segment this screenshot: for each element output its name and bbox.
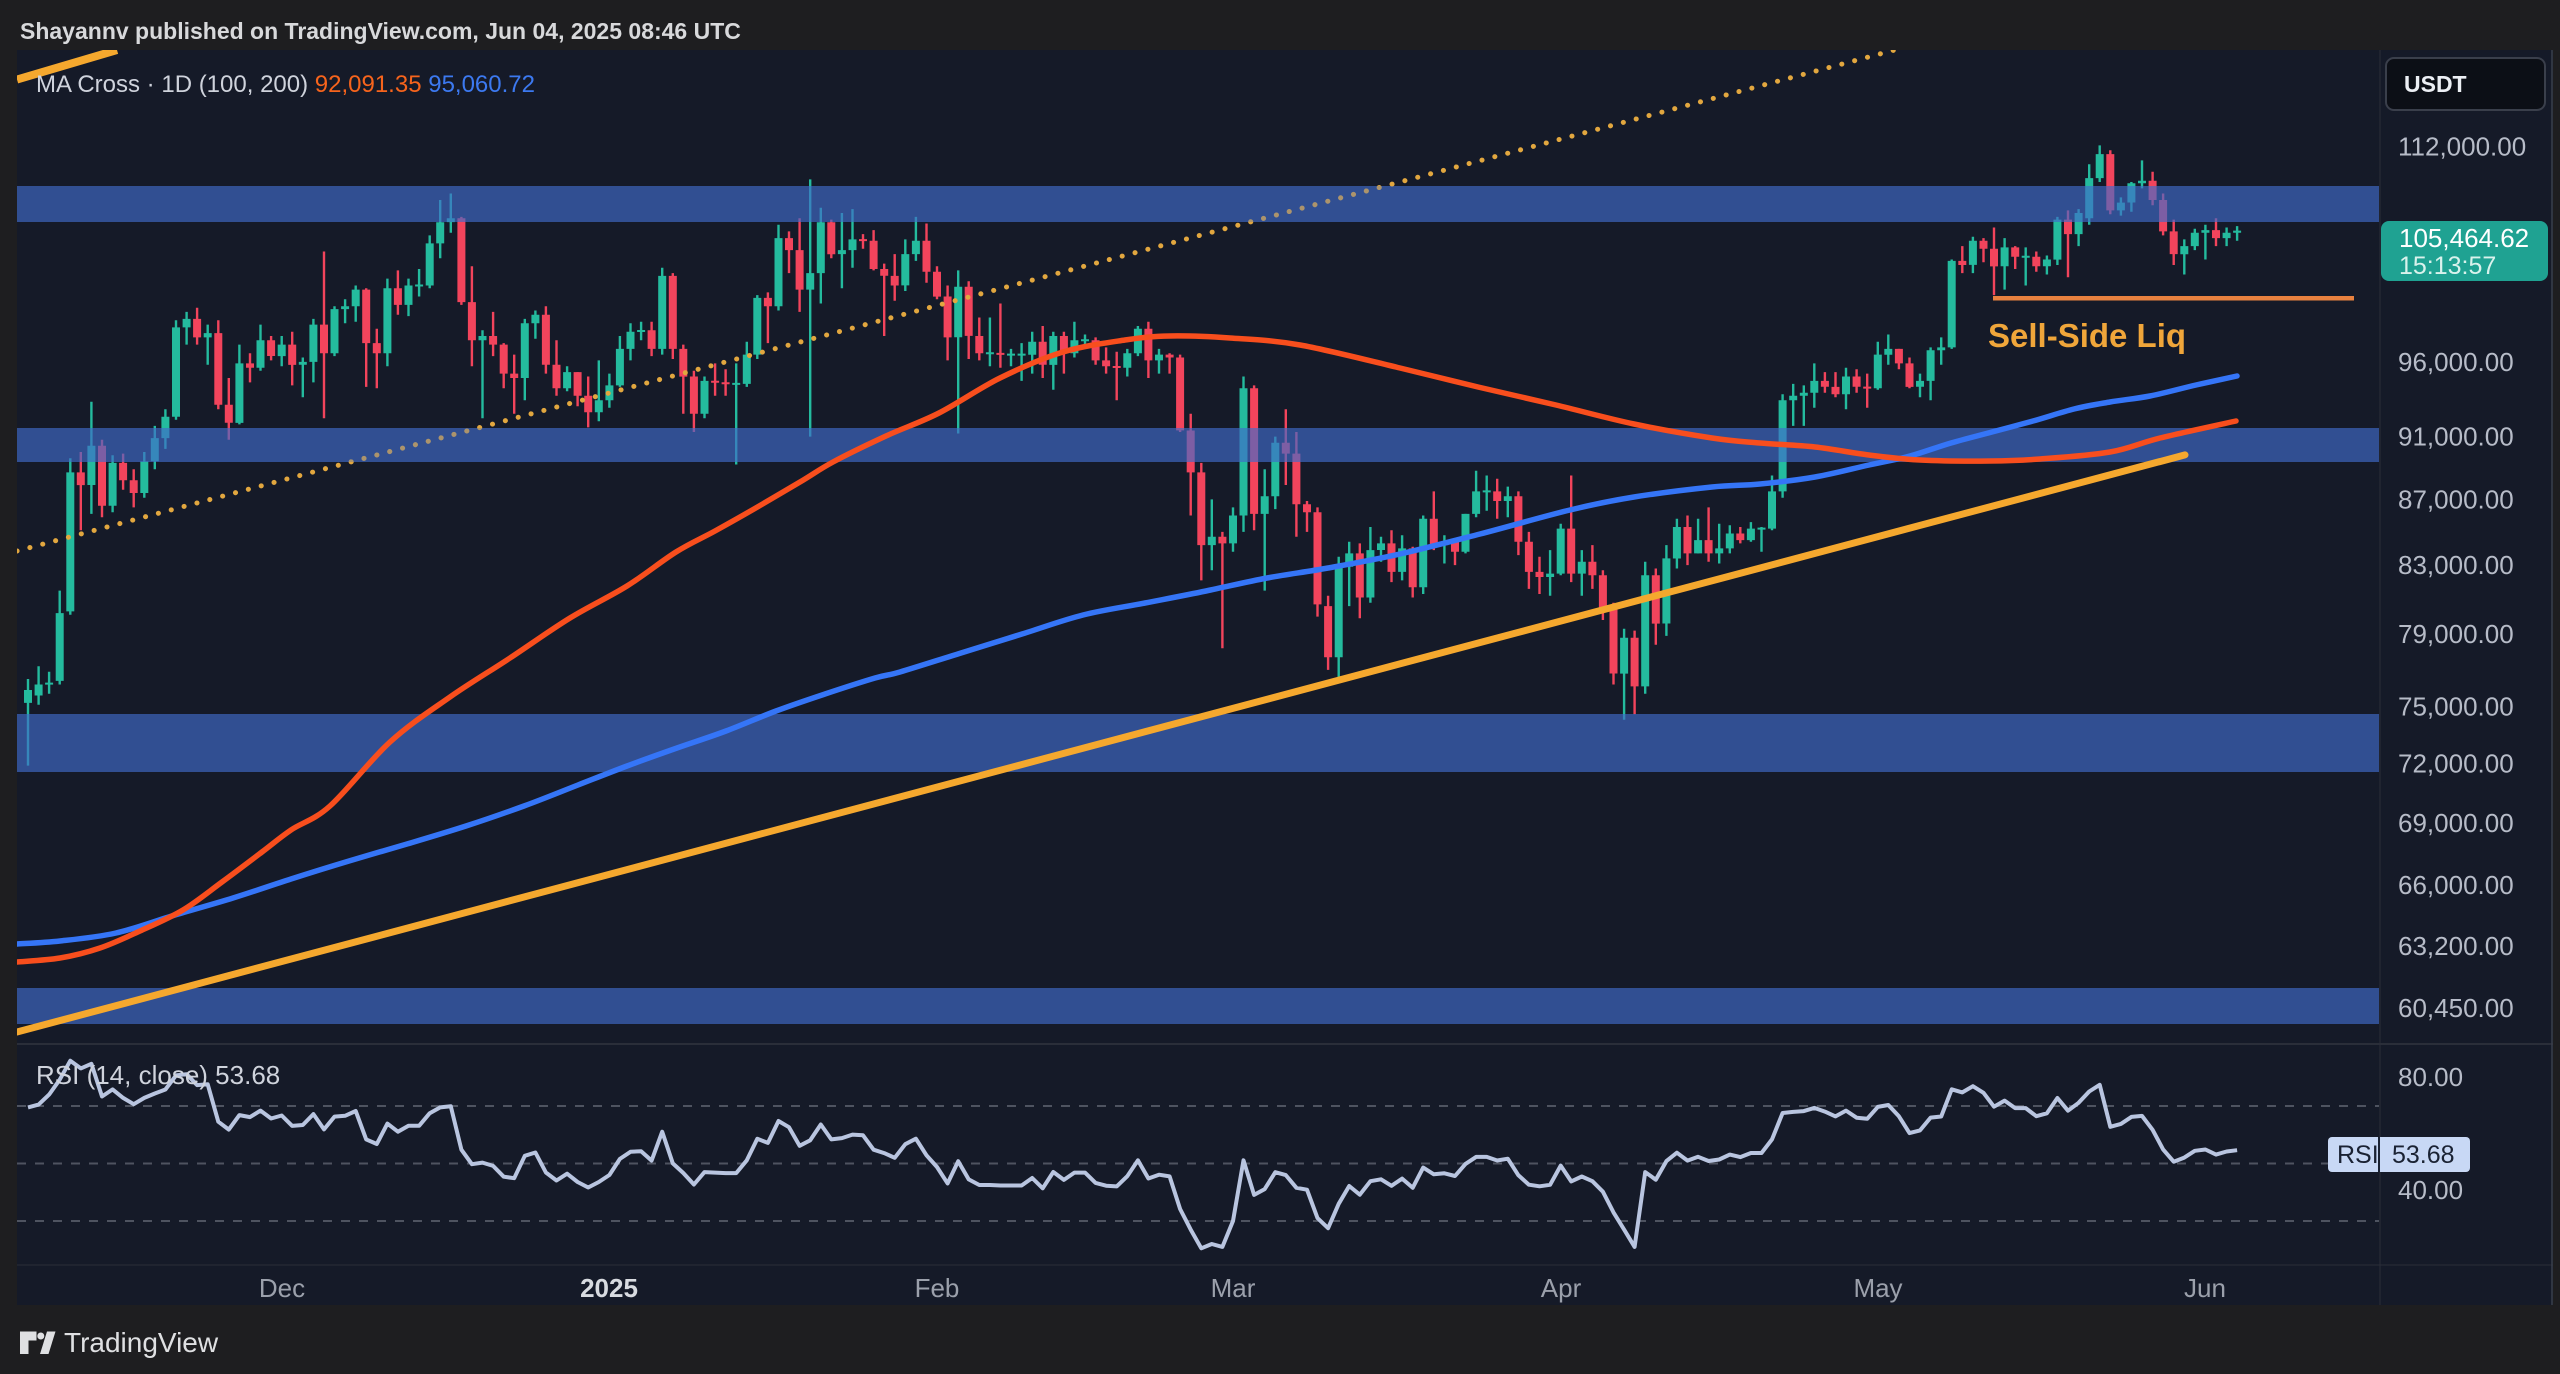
svg-text:60,450.00: 60,450.00 — [2398, 993, 2514, 1023]
svg-text:RSI (14, close) 53.68: RSI (14, close) 53.68 — [36, 1060, 280, 1090]
svg-text:91,000.00: 91,000.00 — [2398, 422, 2514, 452]
svg-text:Jun: Jun — [2184, 1273, 2226, 1303]
svg-text:15:13:57: 15:13:57 — [2399, 252, 2496, 280]
svg-text:2025: 2025 — [580, 1273, 638, 1303]
svg-text:66,000.00: 66,000.00 — [2398, 870, 2514, 900]
svg-text:87,000.00: 87,000.00 — [2398, 484, 2514, 514]
svg-text:112,000.00: 112,000.00 — [2398, 132, 2526, 162]
svg-text:TradingView: TradingView — [64, 1327, 219, 1358]
svg-text:Mar: Mar — [1211, 1273, 1256, 1303]
svg-text:75,000.00: 75,000.00 — [2398, 692, 2514, 722]
svg-text:RSI: RSI — [2337, 1141, 2379, 1169]
svg-text:79,000.00: 79,000.00 — [2398, 619, 2514, 649]
svg-text:MA Cross · 1D (100, 200) 92,0: MA Cross · 1D (100, 200) 92,091.35 95,06… — [36, 71, 535, 98]
svg-text:Dec: Dec — [259, 1273, 305, 1303]
svg-text:83,000.00: 83,000.00 — [2398, 550, 2514, 580]
svg-text:Apr: Apr — [1541, 1273, 1582, 1303]
svg-text:Shayannv published on TradingV: Shayannv published on TradingView.com, J… — [20, 18, 741, 44]
svg-text:69,000.00: 69,000.00 — [2398, 808, 2514, 838]
svg-text:80.00: 80.00 — [2398, 1062, 2463, 1092]
svg-text:USDT: USDT — [2404, 71, 2467, 97]
svg-text:105,464.62: 105,464.62 — [2399, 223, 2529, 253]
svg-text:53.68: 53.68 — [2392, 1141, 2455, 1169]
svg-text:40.00: 40.00 — [2398, 1175, 2463, 1205]
svg-text:96,000.00: 96,000.00 — [2398, 347, 2514, 377]
svg-text:Feb: Feb — [915, 1273, 960, 1303]
svg-text:Sell-Side Liq: Sell-Side Liq — [1988, 317, 2186, 354]
svg-text:May: May — [1853, 1273, 1902, 1303]
svg-text:63,200.00: 63,200.00 — [2398, 931, 2514, 961]
svg-text:72,000.00: 72,000.00 — [2398, 749, 2514, 779]
